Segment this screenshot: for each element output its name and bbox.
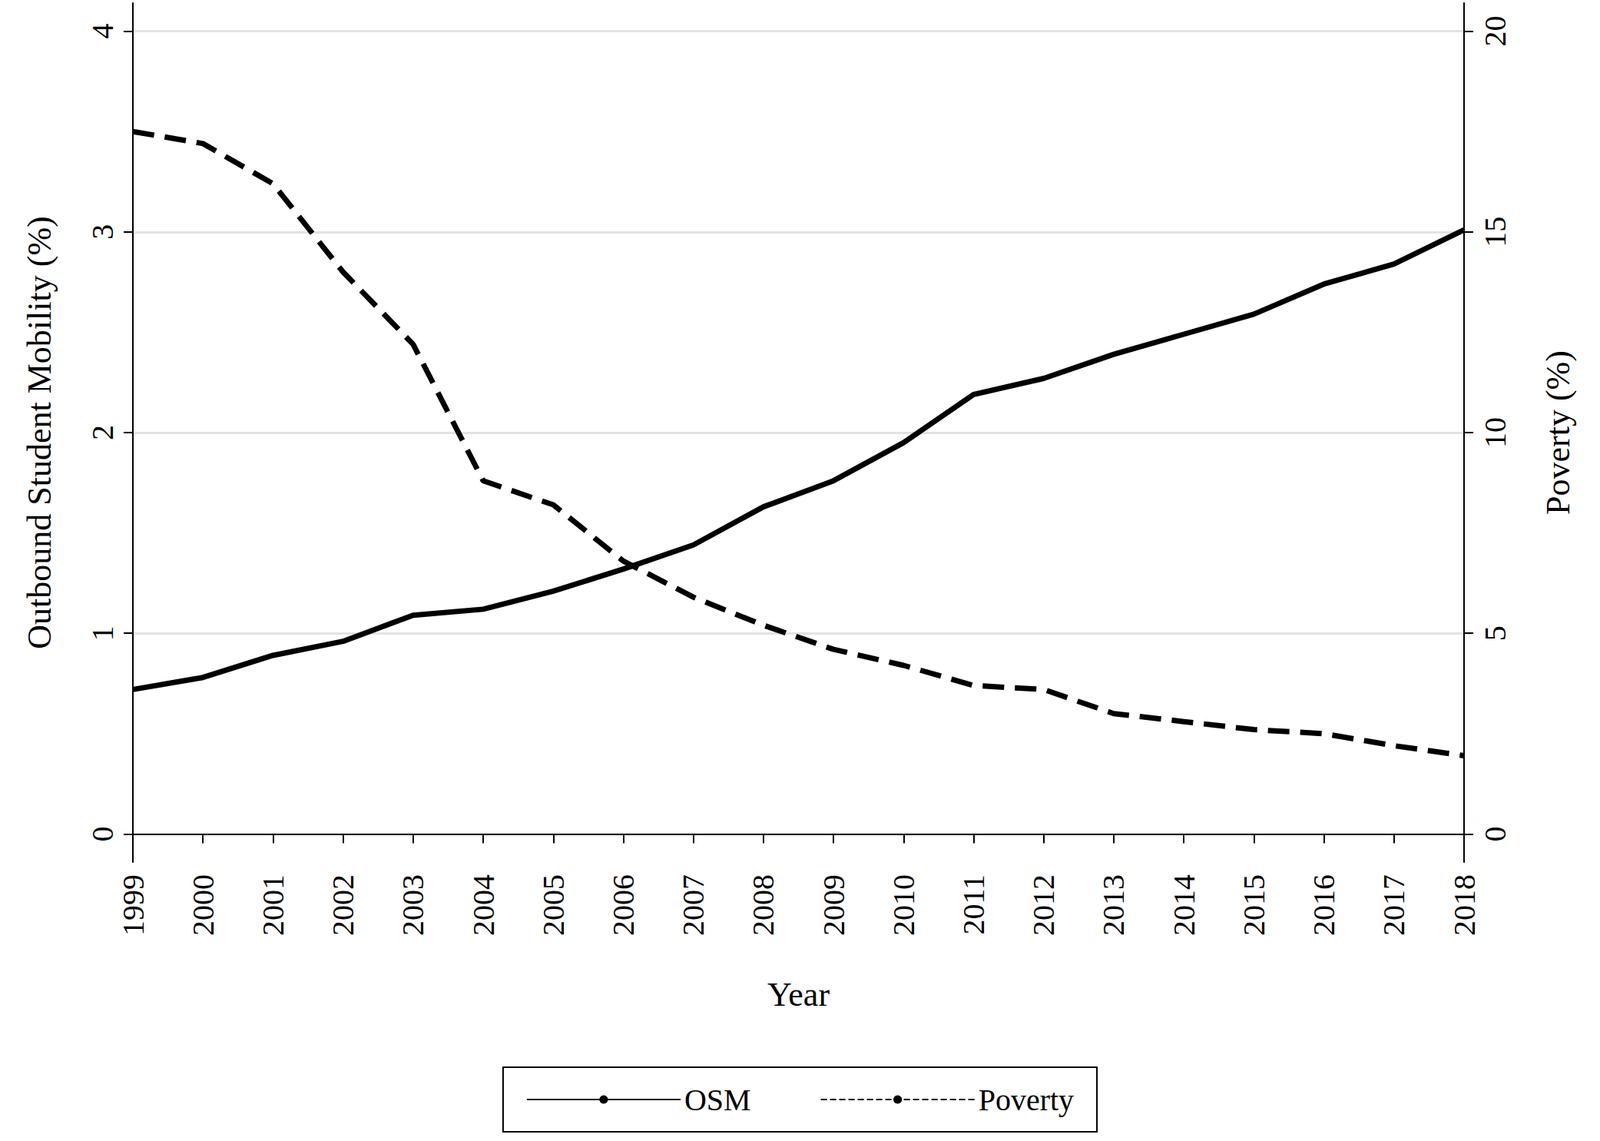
svg-text:2009: 2009 (816, 874, 852, 936)
svg-text:5: 5 (1477, 625, 1513, 641)
svg-text:Year: Year (767, 975, 830, 1014)
svg-text:3: 3 (85, 224, 120, 240)
svg-text:2004: 2004 (466, 874, 501, 936)
svg-text:4: 4 (85, 23, 120, 40)
svg-text:2015: 2015 (1236, 874, 1272, 936)
svg-text:2000: 2000 (185, 874, 221, 936)
svg-text:0: 0 (1477, 825, 1513, 842)
svg-text:2008: 2008 (745, 874, 781, 936)
svg-text:2001: 2001 (255, 874, 291, 936)
svg-text:2016: 2016 (1306, 874, 1342, 936)
svg-text:Poverty: Poverty (978, 1082, 1074, 1117)
svg-text:0: 0 (85, 825, 120, 842)
svg-text:1: 1 (85, 625, 120, 641)
svg-text:2003: 2003 (395, 874, 431, 936)
svg-text:Outbound Student Mobility (%): Outbound Student Mobility (%) (20, 215, 59, 649)
svg-text:20: 20 (1477, 16, 1513, 47)
svg-text:2018: 2018 (1447, 874, 1482, 936)
svg-text:Poverty (%): Poverty (%) (1539, 350, 1577, 515)
svg-text:2012: 2012 (1026, 874, 1061, 936)
svg-text:2013: 2013 (1096, 874, 1131, 936)
svg-text:10: 10 (1477, 417, 1513, 448)
svg-text:2007: 2007 (675, 874, 711, 936)
svg-text:2017: 2017 (1376, 874, 1412, 936)
svg-text:2011: 2011 (956, 874, 991, 935)
svg-text:2006: 2006 (606, 874, 641, 936)
svg-text:OSM: OSM (684, 1082, 752, 1117)
svg-text:2: 2 (85, 424, 120, 441)
svg-text:2010: 2010 (886, 874, 921, 936)
svg-text:15: 15 (1477, 216, 1513, 248)
svg-text:2014: 2014 (1166, 874, 1202, 936)
svg-text:2002: 2002 (325, 874, 361, 936)
svg-text:2005: 2005 (536, 874, 571, 936)
svg-text:1999: 1999 (115, 874, 151, 936)
